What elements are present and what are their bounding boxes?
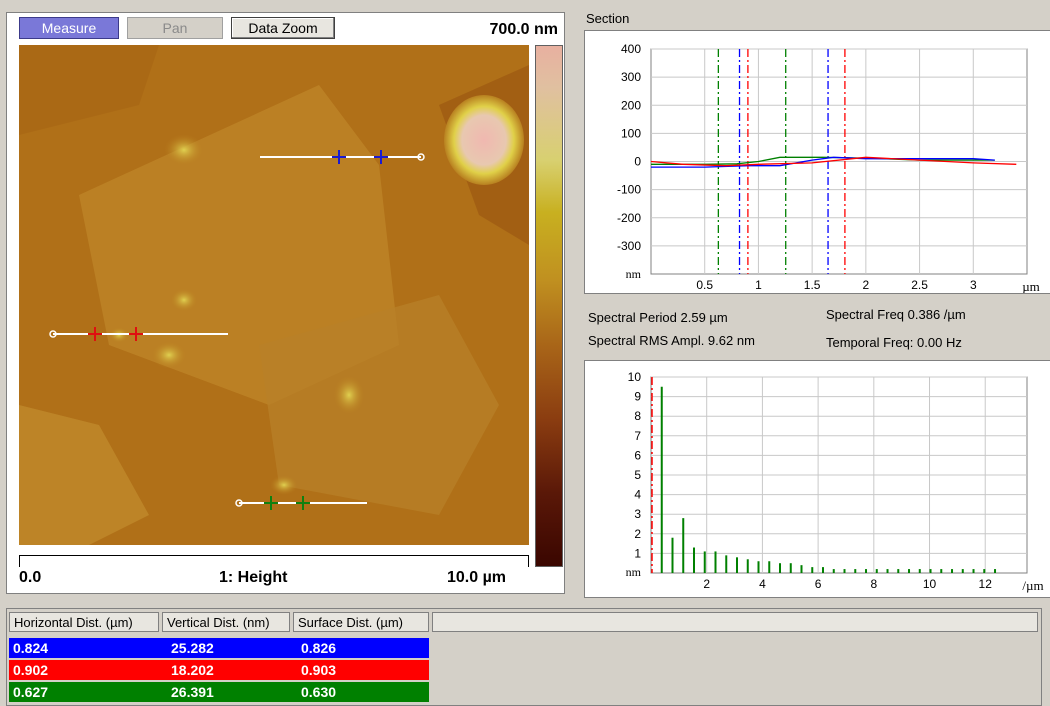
section-profile-svg: 400 300 200 100 0 -100 -200 -300 nm 0.5 1 1.5 2 2.5 3 µ…: [617, 42, 1040, 294]
scale-end-label: 10.0 µm: [447, 569, 507, 586]
profile-series-line: [651, 156, 995, 168]
x-tick-label: 12: [979, 577, 993, 591]
scale-bar: [19, 555, 529, 567]
y-unit-label: nm: [626, 267, 642, 281]
surface-distance-value: 0.630: [301, 684, 337, 700]
section-profile-chart[interactable]: 400 300 200 100 0 -100 -200 -300 nm 0.5 1 1.5 2 2.5 3 µ…: [584, 30, 1050, 294]
x-tick-label: 2.5: [911, 278, 928, 292]
x-tick-label: 1: [755, 278, 762, 292]
surface-distance-value: 0.903: [301, 662, 337, 678]
z-range-label: 700.0 nm: [489, 21, 558, 38]
x-unit-label: /µm: [1022, 578, 1043, 593]
x-tick-label: 10: [923, 577, 937, 591]
pan-button[interactable]: Pan: [127, 17, 223, 39]
table-row[interactable]: 0.824 25.282 0.826: [9, 638, 429, 658]
horizontal-distance-value: 0.824: [13, 640, 49, 656]
spectrum-svg: 10 9 8 7 6 5 4 3 2 1 nm 2 4 6 8 10 12/µm: [626, 370, 1044, 593]
y-tick-label: 200: [621, 98, 641, 112]
profile-series-line: [650, 156, 1017, 167]
measure-button[interactable]: Measure: [19, 17, 119, 39]
image-panel: Measure Pan Data Zoom 700.0 nm: [6, 12, 565, 594]
header-horizontal-distance[interactable]: Horizontal Dist. (µm): [9, 612, 159, 632]
surface-distance-value: 0.826: [301, 640, 337, 656]
spectral-period: Spectral Period 2.59 µm: [588, 310, 728, 325]
header-empty: [432, 612, 1038, 632]
temporal-frequency: Temporal Freq: 0.00 Hz: [826, 335, 962, 350]
section-title: Section: [586, 11, 630, 26]
height-color-scale: [535, 45, 563, 567]
x-tick-label: 0.5: [696, 278, 713, 292]
y-tick-label: 3: [634, 507, 641, 521]
spectrum-chart[interactable]: 10 9 8 7 6 5 4 3 2 1 nm 2 4 6 8 10 12/µm: [584, 360, 1050, 598]
y-unit-label: nm: [626, 565, 642, 579]
y-tick-label: 400: [621, 42, 641, 56]
y-tick-label: -100: [617, 183, 641, 197]
afm-image-graphic: [19, 45, 529, 545]
y-tick-label: -300: [617, 239, 641, 253]
y-tick-label: 8: [634, 409, 641, 423]
table-row[interactable]: 0.627 26.391 0.630: [9, 682, 429, 702]
y-tick-label: 100: [621, 126, 641, 140]
y-tick-label: 6: [634, 448, 641, 462]
y-tick-label: -200: [617, 211, 641, 225]
x-tick-label: 2: [863, 278, 870, 292]
profile-series-line: [651, 156, 995, 165]
table-row[interactable]: 0.902 18.202 0.903: [9, 660, 429, 680]
y-tick-label: 4: [634, 488, 641, 502]
x-tick-label: 6: [815, 577, 822, 591]
y-tick-label: 0: [634, 155, 641, 169]
header-vertical-distance[interactable]: Vertical Dist. (nm): [162, 612, 290, 632]
x-tick-label: 1.5: [804, 278, 821, 292]
x-tick-label: 8: [870, 577, 877, 591]
x-unit-label: µm: [1022, 279, 1040, 293]
spectral-rms-amplitude: Spectral RMS Ampl. 9.62 nm: [588, 333, 755, 348]
measure-line-red[interactable]: [49, 327, 228, 341]
horizontal-distance-value: 0.627: [13, 684, 49, 700]
y-tick-label: 9: [634, 390, 641, 404]
vertical-distance-value: 26.391: [171, 684, 214, 700]
y-tick-label: 300: [621, 70, 641, 84]
y-tick-label: 1: [634, 546, 641, 560]
vertical-distance-value: 25.282: [171, 640, 214, 656]
measure-line-green[interactable]: [235, 496, 367, 510]
x-tick-label: 4: [759, 577, 766, 591]
header-surface-distance[interactable]: Surface Dist. (µm): [293, 612, 429, 632]
data-zoom-button[interactable]: Data Zoom: [231, 17, 335, 39]
y-tick-label: 10: [628, 370, 642, 384]
y-tick-label: 2: [634, 527, 641, 541]
x-tick-label: 2: [703, 577, 710, 591]
y-tick-label: 5: [634, 468, 641, 482]
afm-height-image[interactable]: [19, 45, 529, 545]
spectral-frequency: Spectral Freq 0.386 /µm: [826, 307, 966, 322]
y-tick-label: 7: [634, 429, 641, 443]
vertical-distance-value: 18.202: [171, 662, 214, 678]
channel-label: 1: Height: [219, 569, 288, 586]
x-tick-label: 3: [970, 278, 977, 292]
horizontal-distance-value: 0.902: [13, 662, 49, 678]
measure-line-blue[interactable]: [260, 150, 425, 164]
scale-start-label: 0.0: [19, 569, 42, 586]
